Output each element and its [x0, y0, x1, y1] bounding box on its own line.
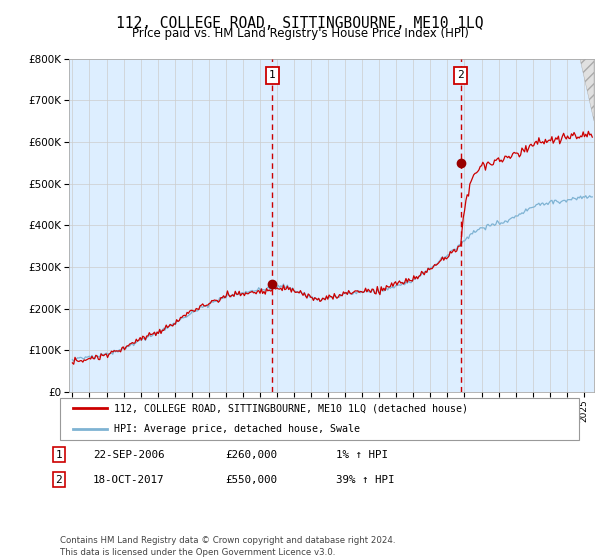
- Polygon shape: [580, 59, 594, 122]
- Text: 39% ↑ HPI: 39% ↑ HPI: [336, 475, 395, 485]
- FancyBboxPatch shape: [60, 398, 579, 440]
- Text: 112, COLLEGE ROAD, SITTINGBOURNE, ME10 1LQ (detached house): 112, COLLEGE ROAD, SITTINGBOURNE, ME10 1…: [115, 403, 469, 413]
- Text: £550,000: £550,000: [225, 475, 277, 485]
- Text: Contains HM Land Registry data © Crown copyright and database right 2024.
This d: Contains HM Land Registry data © Crown c…: [60, 536, 395, 557]
- Text: 1% ↑ HPI: 1% ↑ HPI: [336, 450, 388, 460]
- Text: 112, COLLEGE ROAD, SITTINGBOURNE, ME10 1LQ: 112, COLLEGE ROAD, SITTINGBOURNE, ME10 1…: [116, 16, 484, 31]
- Text: 1: 1: [55, 450, 62, 460]
- Text: 1: 1: [269, 71, 275, 81]
- Text: 2: 2: [55, 475, 62, 485]
- Text: 2: 2: [458, 71, 464, 81]
- Text: 22-SEP-2006: 22-SEP-2006: [93, 450, 164, 460]
- Text: £260,000: £260,000: [225, 450, 277, 460]
- Text: Price paid vs. HM Land Registry's House Price Index (HPI): Price paid vs. HM Land Registry's House …: [131, 27, 469, 40]
- Text: 18-OCT-2017: 18-OCT-2017: [93, 475, 164, 485]
- Text: HPI: Average price, detached house, Swale: HPI: Average price, detached house, Swal…: [115, 424, 361, 434]
